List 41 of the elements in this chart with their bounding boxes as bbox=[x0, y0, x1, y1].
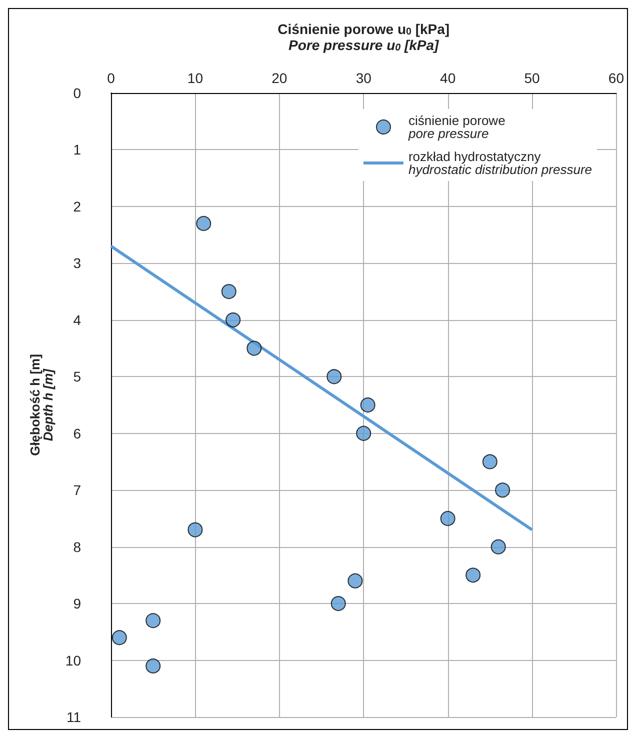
y-tick-label: 8 bbox=[73, 538, 82, 555]
point bbox=[246, 340, 262, 356]
text: Ciśnienie porowe u0 [kPa] Pore pressure u0 [kPa] bbox=[278, 21, 450, 54]
point bbox=[495, 482, 510, 498]
y-tick-label: 2 bbox=[73, 198, 82, 214]
y-tick-label: 9 bbox=[73, 596, 82, 612]
point bbox=[226, 312, 241, 328]
x-tick-label: 60 bbox=[608, 70, 624, 86]
x-tick-label: 20 bbox=[272, 70, 288, 86]
point bbox=[482, 454, 498, 470]
y-tick-label: 1 bbox=[73, 142, 82, 158]
legend-label: rozkład hydrostatyczny hydrostatic distribution pressure bbox=[408, 149, 592, 177]
point bbox=[221, 284, 236, 300]
x-tick-label: 40 bbox=[440, 70, 456, 86]
point bbox=[146, 613, 161, 628]
point bbox=[440, 510, 456, 526]
point bbox=[490, 539, 506, 554]
y-tick-label: 10 bbox=[65, 652, 82, 668]
x-tick-label: 30 bbox=[356, 70, 372, 86]
y-axis-title: Głębokość h [m] Depth h [m] bbox=[28, 354, 56, 456]
point bbox=[356, 426, 372, 441]
point bbox=[330, 596, 346, 612]
point bbox=[196, 216, 212, 231]
y-tick-label: 11 bbox=[66, 709, 82, 725]
point bbox=[112, 630, 127, 646]
y-tick-label: 3 bbox=[73, 255, 82, 272]
point bbox=[146, 658, 161, 674]
point bbox=[326, 369, 342, 384]
x-tick-label: 0 bbox=[107, 70, 116, 86]
point bbox=[466, 568, 481, 583]
legend-label: ciśnienie porowe pore pressure bbox=[407, 113, 506, 141]
y-tick-label: 5 bbox=[73, 368, 82, 385]
x-tick-label: 50 bbox=[524, 70, 540, 86]
point bbox=[188, 522, 203, 538]
y-tick-label: 0 bbox=[73, 85, 82, 101]
point bbox=[360, 398, 376, 412]
x-tick-label: 10 bbox=[187, 70, 204, 86]
point bbox=[348, 573, 363, 588]
y-tick-label: 6 bbox=[73, 425, 82, 442]
y-tick-label: 4 bbox=[73, 312, 82, 328]
y-tick-label: 7 bbox=[73, 482, 82, 498]
